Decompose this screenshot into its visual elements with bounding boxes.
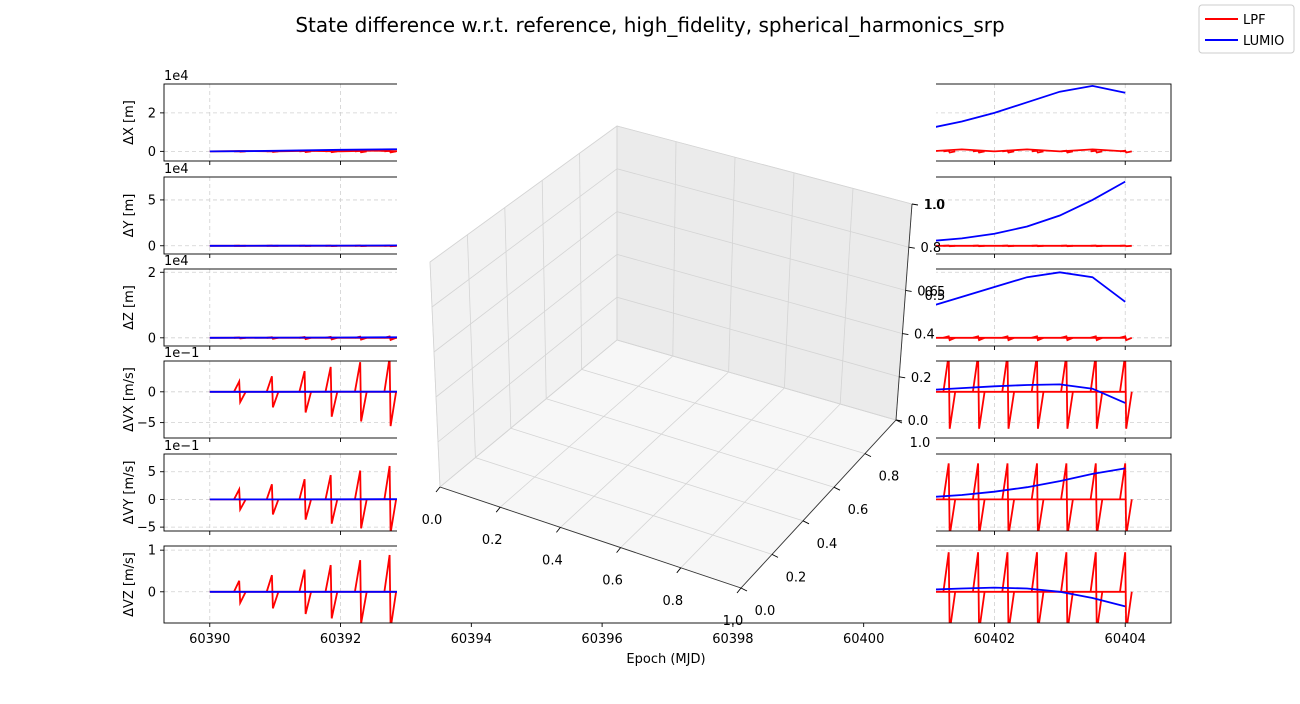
series-spike-lpf [1061, 151, 1073, 153]
y-axis-label: ΔZ [m] [122, 285, 137, 330]
inset-y-tick-label: 0.4 [817, 537, 838, 552]
series-spike-lpf [1120, 151, 1132, 153]
series-spike-lpf [355, 151, 367, 153]
inset-y-tick-label: 0.2 [786, 570, 807, 585]
inset-y-tick-label: 1.0 [910, 436, 931, 451]
series-spike-lpf [1061, 246, 1073, 247]
x-tick-label: 60394 [451, 632, 492, 647]
x-tick-label: 60392 [320, 632, 361, 647]
inset-z-tick-label-overlap: 1.0 [925, 198, 946, 213]
x-tick-label: 60404 [1105, 632, 1146, 647]
y-offset-text: 1e4 [164, 162, 189, 177]
series-spike-lpf [943, 246, 955, 247]
series-spike-lpf [1032, 246, 1044, 247]
figure-title: State difference w.r.t. reference, high_… [295, 13, 1004, 37]
x-tick-label: 60398 [712, 632, 753, 647]
inset-z-tick-label: 0.4 [914, 328, 935, 343]
series-spike-lpf [973, 151, 985, 153]
inset-x-tick-label: 0.4 [542, 553, 563, 568]
inset-z-tick-label: 0.2 [911, 371, 932, 386]
inset-z-tick-label-overlap: 0.5 [925, 289, 946, 304]
y-tick-label: 0 [148, 331, 156, 346]
series-spike-lpf [943, 151, 955, 153]
x-tick-label: 60396 [581, 632, 622, 647]
y-offset-text: 1e4 [164, 69, 189, 84]
y-offset-text: 1e−1 [164, 346, 199, 361]
inset-y-tick-label: 0.6 [848, 503, 869, 518]
series-spike-lpf [1002, 151, 1014, 153]
legend: LPF LUMIO [1199, 5, 1294, 53]
legend-label-lpf: LPF [1243, 13, 1266, 28]
y-tick-label: 2 [148, 266, 156, 281]
y-offset-text: 1e4 [164, 254, 189, 269]
series-spike-lpf [1032, 151, 1044, 153]
y-axis-label: ΔVX [m/s] [122, 367, 137, 432]
inset-z-tick-label: 0.0 [908, 414, 929, 429]
y-tick-label: 0 [148, 493, 156, 508]
series-spike-lpf [1120, 336, 1132, 340]
y-offset-text: 1e−1 [164, 439, 199, 454]
inset-3d-axes: 0.0 0.2 0.4 0.6 0.8 1.0 0.0 0.2 0.4 0.6 0.8 1.0 0.0 0… [397, 82, 945, 629]
inset-y-tick-label: 0.8 [879, 470, 900, 485]
x-axis-label: Epoch (MJD) [626, 652, 705, 667]
x-tick-label: 60390 [189, 632, 230, 647]
inset-z-tick-label: 0.8 [920, 241, 941, 256]
y-tick-label: 5 [148, 465, 156, 480]
inset-x-tick-label: 1.0 [723, 614, 744, 629]
y-axis-label: ΔX [m] [122, 100, 137, 145]
series-spike-lpf [326, 151, 338, 152]
x-tick-label: 60402 [974, 632, 1015, 647]
y-axis-label: ΔVZ [m/s] [122, 552, 137, 617]
series-spike-lpf [1002, 246, 1014, 247]
y-tick-label: 5 [148, 193, 156, 208]
series-spike-lpf [1091, 151, 1103, 153]
y-tick-label: 0 [148, 385, 156, 400]
series-spike-lpf [1120, 246, 1132, 247]
inset-x-tick-label: 0.0 [422, 513, 443, 528]
series-spike-lpf [973, 246, 985, 247]
series-spike-lpf [1091, 246, 1103, 247]
y-tick-label: 0 [148, 239, 156, 254]
inset-x-tick-label: 0.2 [482, 533, 503, 548]
y-tick-label: 2 [148, 106, 156, 121]
y-axis-label: ΔY [m] [122, 194, 137, 238]
inset-y-tick-label: 0.0 [755, 604, 776, 619]
y-tick-label: 0 [148, 585, 156, 600]
y-axis-label: ΔVY [m/s] [122, 461, 137, 525]
legend-label-lumio: LUMIO [1243, 34, 1284, 49]
y-tick-label: −5 [137, 416, 156, 431]
y-tick-label: 0 [148, 145, 156, 160]
inset-x-tick-label: 0.6 [602, 574, 623, 589]
y-tick-label: −5 [137, 521, 156, 536]
y-tick-label: 1 [148, 544, 156, 559]
inset-x-tick-label: 0.8 [662, 594, 683, 609]
x-tick-label: 60400 [843, 632, 884, 647]
series-spike-lpf [384, 151, 396, 153]
